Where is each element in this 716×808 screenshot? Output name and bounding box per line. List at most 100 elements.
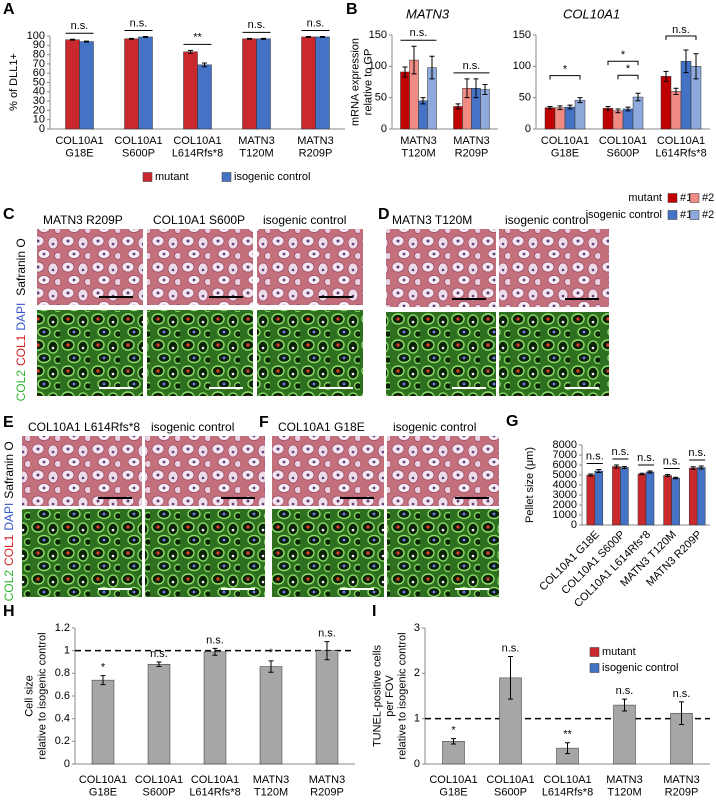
significance-label: n.s. bbox=[502, 642, 520, 654]
error-bar bbox=[129, 37, 134, 40]
micrograph bbox=[387, 509, 499, 597]
bar bbox=[400, 71, 410, 130]
stain-label: Safranin O bbox=[14, 238, 28, 295]
bar bbox=[594, 470, 604, 526]
panel-letter: I bbox=[372, 603, 376, 620]
chart-title: MATN3 bbox=[406, 6, 450, 21]
significance-label: n.s. bbox=[672, 24, 690, 36]
error-bar bbox=[100, 675, 106, 686]
error-bar bbox=[621, 466, 627, 469]
legend-label: mutant bbox=[155, 171, 189, 183]
error-bar bbox=[693, 53, 699, 80]
legend-swatch bbox=[689, 210, 700, 220]
bar bbox=[65, 39, 80, 130]
bar bbox=[564, 106, 576, 130]
error-bar bbox=[451, 738, 456, 745]
micrograph bbox=[387, 436, 499, 506]
error-bar bbox=[605, 105, 611, 111]
significance-label: n.s. bbox=[463, 60, 481, 72]
error-bar bbox=[615, 108, 621, 114]
significance-label: n.s. bbox=[150, 648, 168, 660]
micrograph bbox=[386, 312, 496, 396]
bar bbox=[544, 107, 556, 130]
y-tick-label: 0 bbox=[571, 519, 577, 531]
image-column-label: isogenic control bbox=[505, 213, 588, 227]
error-bar bbox=[679, 701, 684, 726]
x-tick-label: COL10A1 G18E bbox=[429, 774, 477, 799]
y-tick-label: 100 bbox=[369, 60, 387, 72]
y-tick-label: 0.2 bbox=[55, 735, 70, 747]
legend-label: isogenic control bbox=[234, 171, 310, 183]
stain-name: COL2 bbox=[2, 570, 16, 602]
x-tick-label: COL10A1 G18E bbox=[55, 135, 103, 160]
error-bar bbox=[596, 469, 602, 473]
y-tick-label: 80 bbox=[33, 49, 45, 61]
error-bar bbox=[690, 466, 696, 470]
micrograph bbox=[257, 229, 363, 305]
panel-letter: B bbox=[346, 1, 358, 18]
x-tick-label: MATN3 R209P bbox=[663, 774, 699, 799]
x-tick-label: MATN3 R209P bbox=[453, 135, 489, 160]
error-bar bbox=[473, 78, 479, 99]
significance-label: * bbox=[621, 49, 626, 61]
stain-label: COL2 COL1 DAPI bbox=[14, 303, 28, 402]
bar bbox=[620, 467, 629, 526]
error-bar bbox=[588, 473, 594, 477]
significance-label: n.s. bbox=[637, 452, 655, 464]
significance-label: n.s. bbox=[248, 19, 266, 31]
x-tick-label: MATN3 T120M bbox=[238, 135, 274, 160]
legend-swatch bbox=[689, 193, 700, 203]
micrograph bbox=[145, 509, 265, 597]
bar bbox=[203, 651, 227, 765]
error-bar bbox=[306, 35, 311, 38]
image-column-label: isogenic control bbox=[151, 420, 234, 434]
panel-letter: F bbox=[259, 414, 269, 431]
error-bar bbox=[261, 37, 266, 40]
bar bbox=[418, 100, 428, 130]
significance-label: * bbox=[101, 662, 106, 674]
y-tick-label: 70 bbox=[33, 58, 45, 70]
x-tick-label: COL10A1 L614Rfs*8 bbox=[172, 135, 223, 160]
legend-swatch bbox=[667, 210, 678, 220]
error-bar bbox=[625, 106, 631, 112]
y-tick-label: 3 bbox=[414, 622, 420, 634]
legend-label: #2 bbox=[702, 192, 714, 204]
micrograph bbox=[499, 229, 609, 307]
y-tick-label: 0.6 bbox=[55, 690, 70, 702]
legend-label: mutant bbox=[602, 646, 636, 658]
micrograph bbox=[145, 436, 265, 506]
bar bbox=[602, 108, 614, 130]
panel-letter: C bbox=[3, 206, 15, 223]
panel-letter: G bbox=[506, 413, 518, 430]
y-tick-label: 150 bbox=[513, 29, 531, 41]
y-axis-label: Cell sizerelative to isogenic control bbox=[24, 632, 49, 759]
image-column-label: MATN3 T120M bbox=[392, 213, 472, 227]
y-tick-label: 0 bbox=[64, 758, 70, 770]
x-tick-label: MATN3 T120M bbox=[253, 774, 289, 799]
y-tick-label: 5000 bbox=[553, 469, 577, 481]
significance-label: n.s. bbox=[663, 455, 681, 467]
bar bbox=[612, 110, 624, 130]
image-column-label: COL10A1 L614Rfs*8 bbox=[28, 420, 140, 434]
bar bbox=[453, 106, 463, 130]
error-bar bbox=[647, 470, 653, 474]
y-tick-label: 6000 bbox=[553, 459, 577, 471]
error-bar bbox=[320, 35, 325, 38]
bar bbox=[183, 51, 198, 130]
significance-label: n.s. bbox=[616, 685, 634, 697]
error-bar bbox=[482, 84, 488, 96]
image-column-label: isogenic control bbox=[393, 420, 476, 434]
significance-label: ** bbox=[193, 31, 202, 43]
bar bbox=[671, 477, 680, 526]
error-bar bbox=[635, 92, 641, 102]
significance-label: n.s. bbox=[410, 27, 428, 39]
y-tick-label: 1.2 bbox=[55, 622, 70, 634]
chart-title: COL10A1 bbox=[563, 6, 620, 21]
error-bar bbox=[156, 661, 162, 668]
y-tick-label: 2 bbox=[414, 667, 420, 679]
significance-label: ** bbox=[563, 729, 572, 741]
error-bar bbox=[464, 78, 470, 99]
x-tick-label: COL10A1 S600P bbox=[114, 135, 162, 160]
error-bar bbox=[143, 35, 148, 38]
panel-letter: A bbox=[3, 1, 15, 18]
